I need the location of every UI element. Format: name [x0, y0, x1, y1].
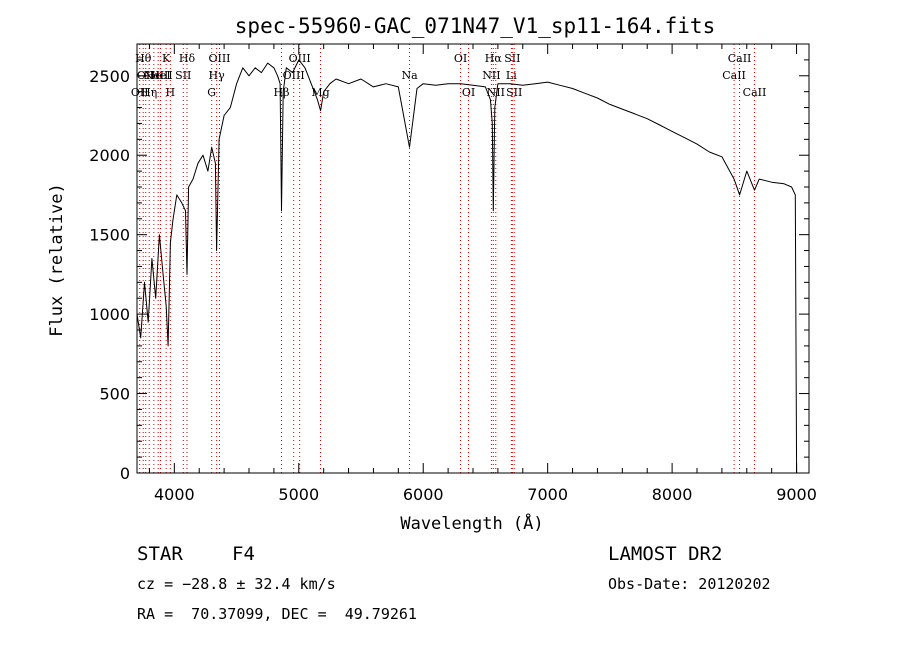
- line-label-20: OI: [462, 86, 475, 99]
- spectral-line-markers: [139, 44, 755, 473]
- line-label-14: Hβ: [274, 86, 290, 99]
- x-axis-label: Wavelength (Å): [400, 512, 543, 534]
- line-label-9: SII: [175, 69, 191, 82]
- line-label-13: OIII: [208, 52, 230, 65]
- line-label-5: NeIII: [144, 69, 173, 82]
- line-label-6: HeI: [150, 69, 170, 82]
- x-tick-label-5: 9000: [776, 485, 817, 504]
- line-label-16: OIII: [289, 52, 311, 65]
- x-tick-label-0: 4000: [154, 485, 195, 504]
- line-label-21: NII: [482, 69, 500, 82]
- line-label-22: Hα: [485, 52, 503, 65]
- line-label-8: H: [166, 86, 176, 99]
- x-tick-label-1: 5000: [278, 485, 319, 504]
- spectrum-series: [136, 59, 798, 474]
- y-tick-label-4: 2000: [89, 146, 130, 165]
- line-label-24: Li: [506, 69, 517, 82]
- line-label-15: OIII: [283, 69, 305, 82]
- chart-title: spec-55960-GAC_071N47_V1_sp11-164.fits: [235, 14, 715, 38]
- line-label-1: Hθ: [135, 52, 152, 65]
- spectrum-line-0: [136, 59, 798, 474]
- x-tick-label-2: 6000: [403, 485, 444, 504]
- axis-tick-labels: 4000 5000 6000 7000 8000 9000 0 500 1000 1500 2000…: [89, 67, 817, 504]
- y-tick-label-1: 500: [99, 385, 130, 404]
- line-label-28: CaII: [728, 52, 752, 65]
- object-subclass: F4: [232, 543, 255, 565]
- line-label-0: OII: [131, 86, 149, 99]
- line-label-26: SII: [506, 86, 522, 99]
- y-tick-label-5: 2500: [89, 67, 130, 86]
- axis-ticks: [137, 43, 809, 474]
- plot-frame: [136, 43, 810, 474]
- line-label-7: K: [162, 52, 171, 65]
- line-label-10: Hδ: [179, 52, 196, 65]
- line-label-19: OI: [454, 52, 467, 65]
- observation-date: Obs-Date: 20120202: [608, 575, 771, 593]
- line-label-12: Hγ: [209, 69, 226, 82]
- line-label-3: Hη: [141, 86, 157, 99]
- y-tick-label-3: 1500: [89, 226, 130, 245]
- x-tick-label-4: 8000: [652, 485, 693, 504]
- x-tick-label-3: 7000: [527, 485, 568, 504]
- line-label-25: SII: [504, 52, 520, 65]
- line-label-23: NII: [487, 86, 505, 99]
- object-class: STAR: [137, 543, 183, 565]
- line-label-11: G: [207, 86, 216, 99]
- y-tick-label-0: 0: [120, 464, 130, 483]
- redshift-velocity: cz = −28.8 ± 32.4 km/s: [137, 575, 336, 593]
- line-label-18: Na: [401, 69, 418, 82]
- y-axis-label: Flux (relative): [47, 183, 67, 337]
- line-label-4: He: [146, 69, 162, 82]
- survey-name: LAMOST DR2: [608, 543, 723, 565]
- line-label-27: CaII: [722, 69, 746, 82]
- y-tick-label-2: 1000: [89, 305, 130, 324]
- line-label-29: CaII: [743, 86, 767, 99]
- sky-coordinates: RA = 70.37099, DEC = 49.79261: [137, 605, 417, 623]
- spectral-line-labels: OIIHθOIIHηHeNeIIIHeIKHSIIHδGHγOIIIHβOIII…: [131, 52, 766, 99]
